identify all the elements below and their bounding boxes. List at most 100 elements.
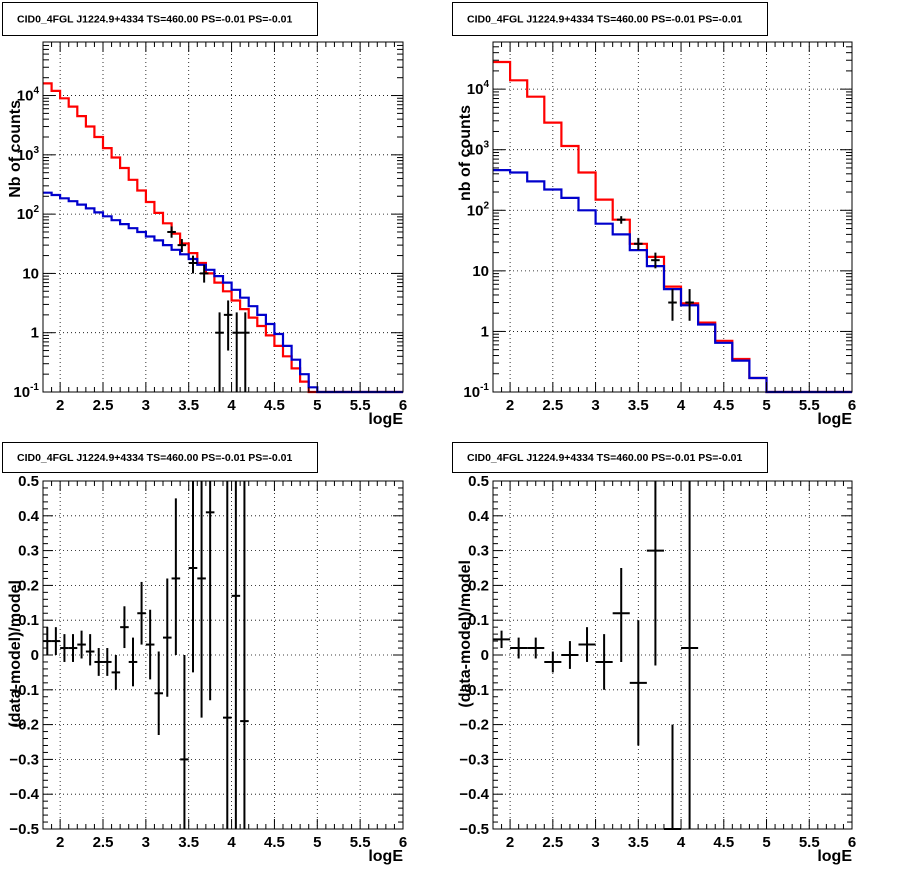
data-point bbox=[634, 237, 643, 251]
data-point bbox=[685, 289, 694, 321]
data-point bbox=[612, 568, 630, 662]
y-tick-label: 0.2 bbox=[468, 577, 489, 594]
y-tick-label: −0.4 bbox=[459, 786, 489, 803]
chart-title-box: CID0_4FGL J1224.9+4334 TS=460.00 PS=-0.0… bbox=[2, 2, 318, 36]
data-point bbox=[85, 634, 95, 666]
y-axis: −0.5 −0.4 −0.3 −0.2 −0.1 0 0.1 0.2 0.3 0.4 0.5 (dat… bbox=[7, 473, 403, 838]
x-tick-label: 6 bbox=[399, 397, 407, 414]
data-point bbox=[145, 609, 155, 680]
data-point bbox=[232, 312, 241, 392]
x-tick-label: 5.5 bbox=[799, 397, 820, 414]
data-point bbox=[663, 724, 682, 830]
grid bbox=[43, 481, 403, 829]
data-point bbox=[651, 252, 660, 269]
title-frame bbox=[452, 442, 768, 473]
title-frame bbox=[2, 442, 318, 473]
x-axis-label: logE bbox=[368, 848, 403, 865]
data-point bbox=[199, 264, 209, 283]
data-point bbox=[223, 481, 232, 829]
x-axis-label: logE bbox=[368, 411, 403, 428]
y-tick-label: 102 bbox=[17, 204, 40, 223]
x-tick-label: 4.5 bbox=[713, 834, 734, 851]
chart-title-box: CID0_4FGL J1224.9+4334 TS=460.00 PS=-0.0… bbox=[452, 2, 768, 36]
series-line-2 bbox=[43, 191, 403, 394]
data-point bbox=[188, 481, 198, 673]
title-frame bbox=[452, 2, 768, 36]
y-tick-label: −0.1 bbox=[459, 682, 489, 699]
chart-title-box: CID0_4FGL J1224.9+4334 TS=460.00 PS=-0.0… bbox=[2, 442, 318, 473]
data-point bbox=[120, 606, 129, 649]
data-point bbox=[231, 481, 241, 829]
y-tick-label: −0.2 bbox=[459, 717, 489, 734]
data-point bbox=[668, 289, 677, 321]
series-line-1 bbox=[43, 82, 403, 394]
x-tick-label: 2 bbox=[506, 397, 514, 414]
y-tick-label: 1 bbox=[31, 325, 39, 342]
x-tick-label: 6 bbox=[848, 834, 856, 851]
y-axis-label: (data-model)/model bbox=[7, 580, 24, 728]
y-tick-label: 0.3 bbox=[468, 543, 489, 560]
y-tick-label: 10 bbox=[22, 265, 39, 282]
y-tick-label: 0.3 bbox=[18, 543, 39, 560]
chart-title: CID0_4FGL J1224.9+4334 TS=460.00 PS=-0.0… bbox=[467, 452, 742, 464]
x-tick-label: 5 bbox=[313, 397, 321, 414]
data-point bbox=[595, 634, 613, 690]
x-tick-label: 5 bbox=[762, 397, 770, 414]
x-tick-label: 6 bbox=[399, 834, 407, 851]
x-tick-label: 5.5 bbox=[350, 397, 371, 414]
grid bbox=[493, 42, 852, 392]
x-tick-label: 2 bbox=[56, 834, 64, 851]
y-tick-label: −0.5 bbox=[459, 821, 489, 838]
x-tick-label: 4.5 bbox=[264, 834, 285, 851]
data-point bbox=[177, 239, 187, 252]
data-point bbox=[103, 648, 112, 676]
data-point bbox=[77, 630, 86, 659]
data-point bbox=[137, 581, 146, 645]
x-tick-label: 3 bbox=[591, 397, 599, 414]
y-tick-label: 10-1 bbox=[463, 382, 489, 401]
y-tick-label: −0.3 bbox=[9, 751, 39, 768]
data-point bbox=[561, 641, 579, 669]
chart-panel-3: 2 2.5 3 3.5 4 4.5 5 5.5 6logE−0.5−0.4−0.3−0.2−0.… bbox=[2, 442, 407, 865]
data-point bbox=[167, 226, 176, 238]
y-tick-label: 104 bbox=[17, 86, 40, 105]
x-tick-label: 3.5 bbox=[628, 397, 649, 414]
title-frame bbox=[2, 2, 318, 36]
x-tick-label: 2.5 bbox=[542, 397, 563, 414]
chart-panel-4: 2 2.5 3 3.5 4 4.5 5 5.5 6logE−0.5−0.4−0.3−0.2−0.… bbox=[452, 442, 856, 865]
data-point bbox=[578, 627, 596, 662]
data-point bbox=[154, 651, 163, 736]
data-point bbox=[111, 655, 121, 690]
x-axis-label: logE bbox=[817, 411, 852, 428]
data-point bbox=[188, 255, 198, 274]
y-tick-label: 0 bbox=[481, 647, 489, 664]
y-tick-label: −0.2 bbox=[9, 717, 39, 734]
data-point bbox=[51, 627, 61, 655]
y-tick-label: 104 bbox=[467, 79, 490, 98]
data-point bbox=[493, 630, 511, 649]
grid bbox=[43, 42, 403, 392]
series-line-1 bbox=[493, 60, 852, 394]
plot-frame bbox=[492, 41, 853, 393]
data-point bbox=[171, 498, 181, 655]
y-tick-label: 10 bbox=[472, 263, 489, 280]
y-axis: 10-1 1 10 102 103 104 nb of counts bbox=[457, 41, 852, 401]
y-axis-label: Nb of counts bbox=[7, 100, 24, 198]
y-tick-label: 0.5 bbox=[18, 473, 39, 490]
x-tick-label: 3.5 bbox=[178, 834, 199, 851]
data-point bbox=[94, 648, 103, 676]
x-tick-label: 3.5 bbox=[178, 397, 199, 414]
x-tick-label: 6 bbox=[848, 397, 856, 414]
data-point bbox=[180, 655, 189, 829]
x-tick-label: 5 bbox=[313, 834, 321, 851]
y-tick-label: 0.1 bbox=[18, 612, 39, 629]
data-point bbox=[646, 481, 664, 666]
data-point bbox=[527, 637, 545, 659]
x-tick-label: 3 bbox=[591, 834, 599, 851]
y-tick-label: 0.4 bbox=[18, 508, 40, 525]
data-point bbox=[197, 481, 206, 718]
